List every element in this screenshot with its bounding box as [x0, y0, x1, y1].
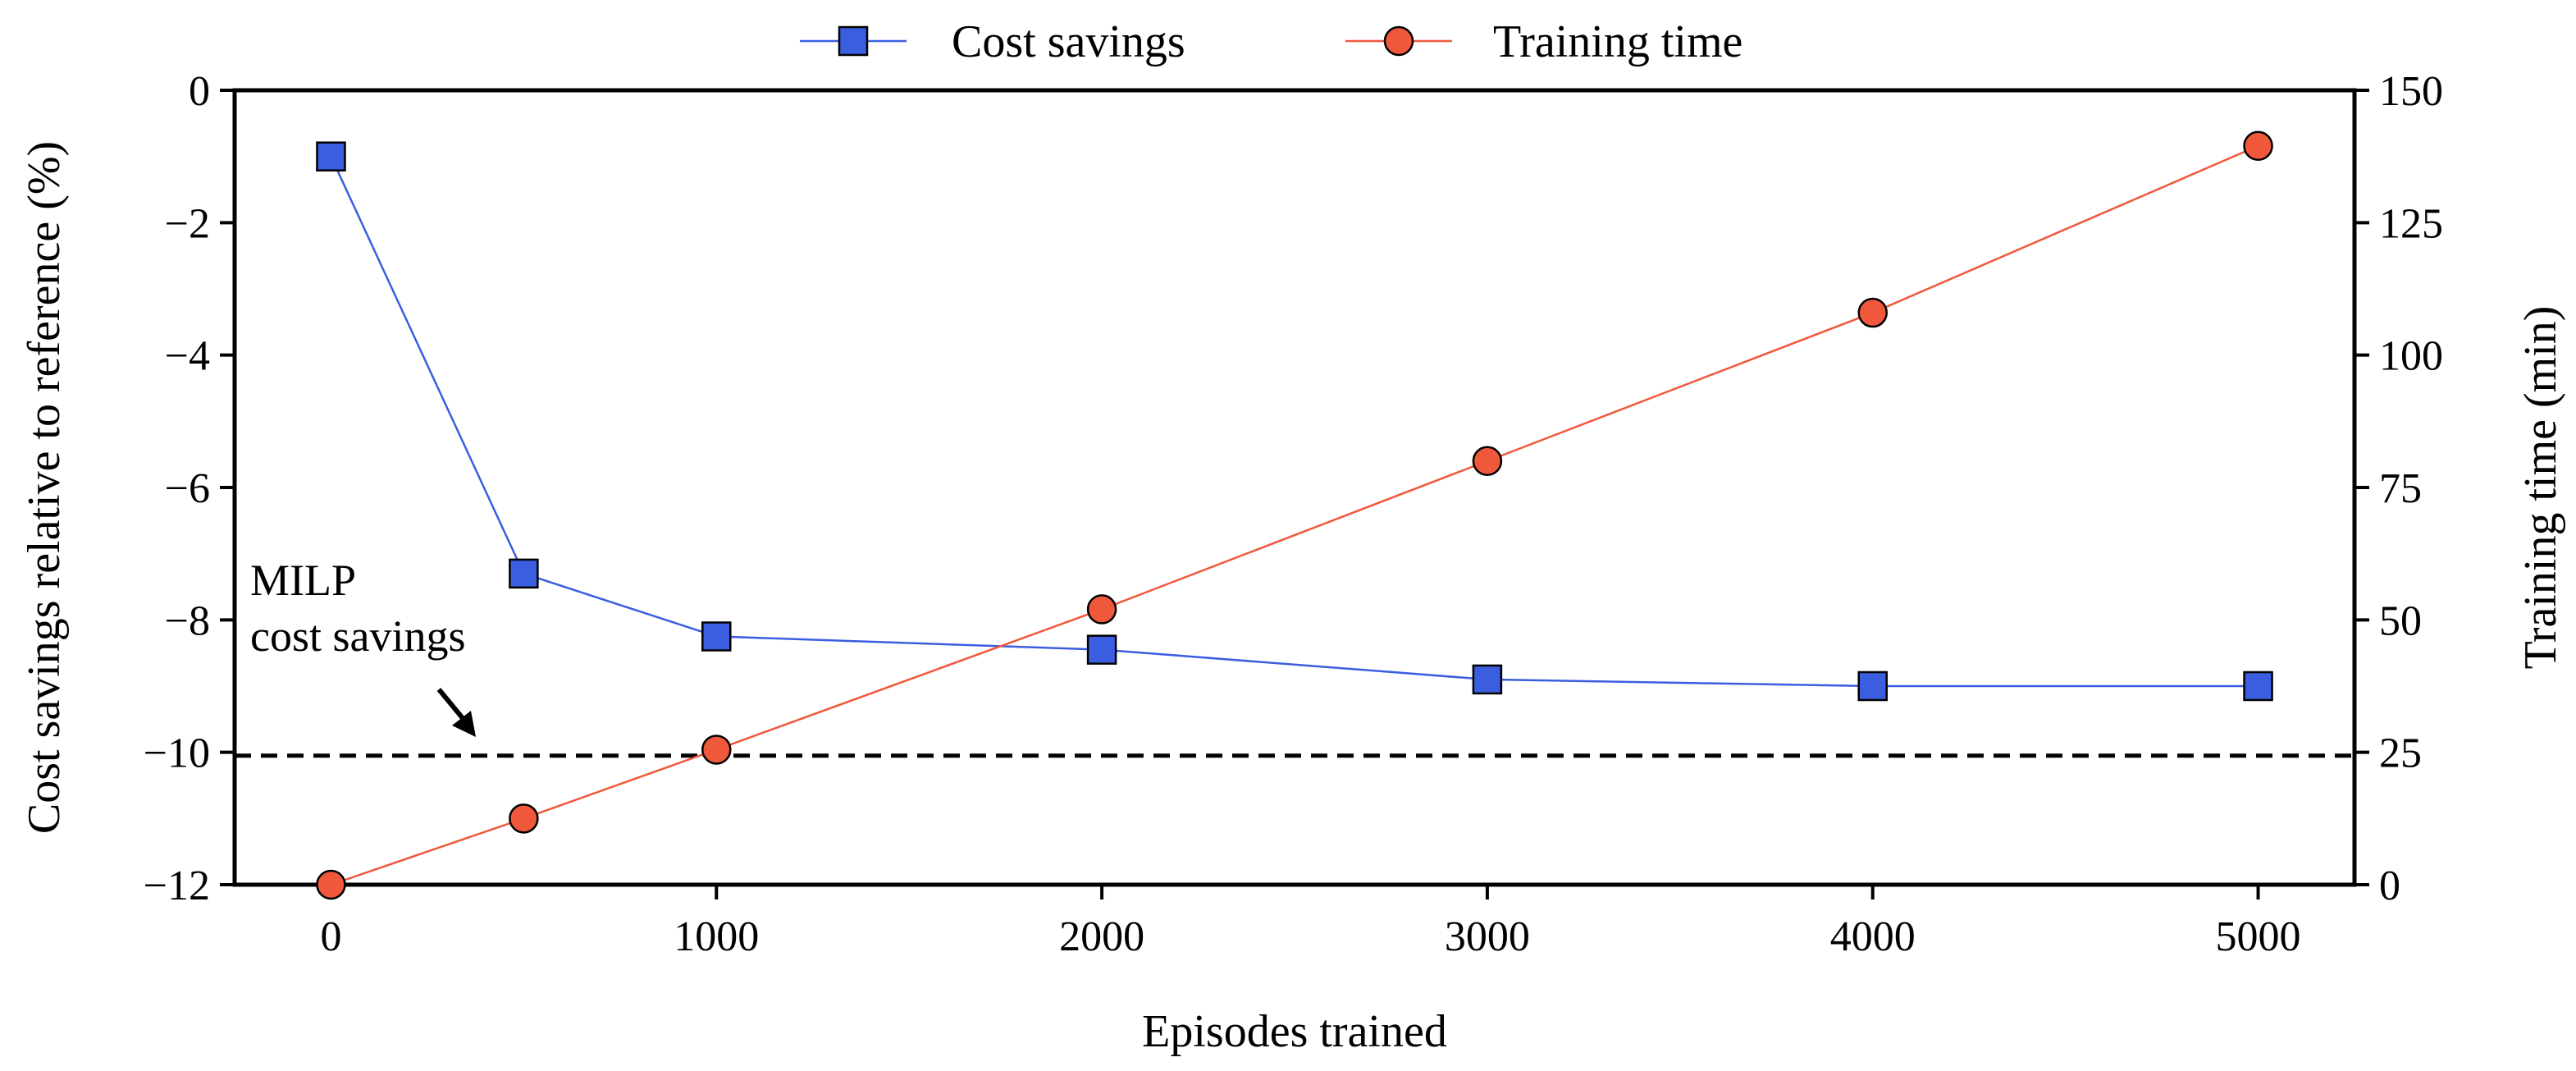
data-point-cost-savings — [701, 621, 732, 652]
x-tick-label: 0 — [320, 913, 341, 960]
data-point-training-time — [2243, 130, 2273, 162]
y-right-tick-label: 75 — [2379, 465, 2422, 512]
series-line-cost-savings — [330, 156, 2259, 688]
legend-item-cost-savings: Cost savings — [800, 16, 1185, 67]
data-point-training-time — [701, 735, 732, 765]
data-point-training-time — [1472, 446, 1503, 476]
data-point-cost-savings — [509, 558, 539, 589]
y-right-tick-label: 100 — [2379, 333, 2443, 380]
data-point-cost-savings — [1472, 664, 1503, 695]
data-point-cost-savings — [1086, 634, 1117, 665]
data-point-cost-savings — [2243, 671, 2273, 702]
x-tick-label: 4000 — [1830, 913, 1916, 960]
annotation-line-1: MILP — [250, 556, 356, 605]
data-point-training-time — [316, 869, 346, 900]
legend-swatch-square — [838, 25, 869, 57]
milp-annotation: MILP cost savings — [250, 556, 476, 737]
y-right-tick-label: 125 — [2379, 200, 2443, 247]
y-right-tick-label: 0 — [2379, 863, 2400, 909]
data-point-training-time — [1857, 297, 1888, 328]
data-point-training-time — [1086, 594, 1117, 625]
x-tick-label: 2000 — [1059, 913, 1144, 960]
y-left-tick-label: −6 — [165, 465, 210, 512]
legend-item-training-time: Training time — [1345, 16, 1742, 67]
y-right-tick-label: 50 — [2379, 597, 2422, 644]
y-left-tick-label: −2 — [165, 200, 210, 247]
y-left-tick-label: 0 — [189, 68, 210, 115]
y-right-tick-label: 25 — [2379, 730, 2422, 777]
x-tick-label: 1000 — [674, 913, 759, 960]
legend-swatch-circle — [1383, 25, 1414, 57]
x-tick-label: 5000 — [2216, 913, 2301, 960]
series-points — [316, 130, 2273, 900]
x-axis: 0 1000 2000 3000 4000 5000 — [320, 885, 2301, 960]
data-point-training-time — [509, 803, 539, 834]
x-axis-title: Episodes trained — [1142, 1006, 1447, 1057]
annotation-line-2: cost savings — [250, 611, 466, 661]
legend-label-training-time: Training time — [1493, 16, 1742, 67]
legend-label-cost-savings: Cost savings — [952, 16, 1185, 67]
data-point-cost-savings — [1857, 671, 1888, 702]
y-right-tick-label: 150 — [2379, 68, 2443, 115]
data-point-cost-savings — [316, 141, 346, 172]
series-line-training-time — [331, 144, 2259, 886]
y-axis-right-title: Training time (min) — [2515, 306, 2566, 670]
legend: Cost savings Training time — [800, 16, 1742, 67]
y-left-tick-label: −4 — [165, 333, 210, 380]
y-left-tick-label: −8 — [165, 597, 210, 644]
y-axis-left-title: Cost savings relative to reference (%) — [19, 141, 70, 834]
annotation-arrow-shaft — [436, 688, 468, 724]
x-tick-label: 3000 — [1445, 913, 1530, 960]
plot-frame — [232, 88, 2357, 887]
y-axis-right: 150 125 100 75 50 25 0 — [2354, 68, 2443, 909]
series-lines — [330, 144, 2259, 886]
y-left-tick-label: −12 — [144, 863, 210, 909]
y-left-tick-label: −10 — [144, 730, 210, 777]
y-axis-left: 0 −2 −4 −6 −8 −10 −12 — [144, 68, 235, 909]
annotation-arrow-head — [452, 711, 476, 737]
